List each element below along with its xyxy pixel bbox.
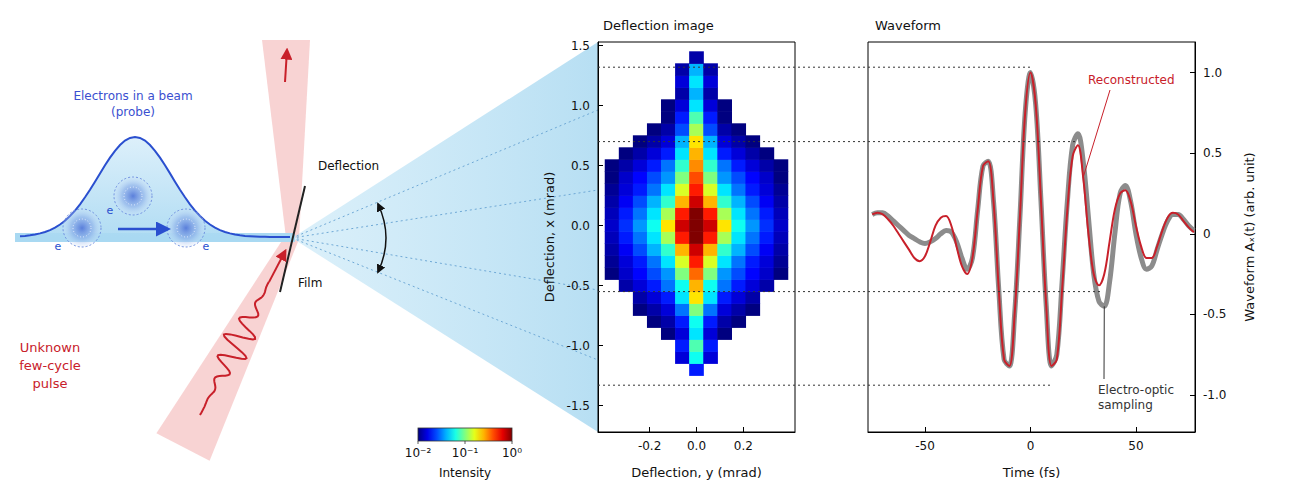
svg-text:Time (fs): Time (fs) [1002,465,1060,480]
svg-text:e: e [203,240,210,253]
svg-text:1.0: 1.0 [1203,66,1222,80]
svg-text:1.5: 1.5 [571,39,590,53]
svg-text:Deflection: Deflection [318,159,379,173]
svg-text:-0.5: -0.5 [567,279,590,293]
svg-text:Deflection, x (mrad): Deflection, x (mrad) [542,172,557,303]
svg-text:pulse: pulse [33,376,68,391]
svg-text:-1.0: -1.0 [567,339,590,353]
svg-text:Deflection image: Deflection image [603,18,714,33]
svg-text:10⁻¹: 10⁻¹ [452,446,479,460]
svg-text:0: 0 [1203,227,1211,241]
svg-text:0.2: 0.2 [734,439,753,453]
svg-text:50: 50 [1128,439,1143,453]
svg-text:Unknown: Unknown [20,340,80,355]
svg-text:Electro-optic: Electro-optic [1098,383,1174,397]
svg-text:Reconstructed: Reconstructed [1088,73,1175,87]
svg-text:Intensity: Intensity [439,466,491,480]
svg-text:-0.2: -0.2 [638,439,661,453]
svg-text:Waveform Aₓ(t) (arb. unit): Waveform Aₓ(t) (arb. unit) [1242,152,1257,321]
svg-text:few-cycle: few-cycle [19,358,81,373]
svg-text:-1.5: -1.5 [567,399,590,413]
svg-text:0.5: 0.5 [1203,146,1222,160]
svg-text:e: e [55,240,62,253]
svg-text:sampling: sampling [1098,398,1153,412]
svg-text:0.0: 0.0 [571,219,590,233]
svg-text:-50: -50 [915,439,935,453]
svg-text:10⁰: 10⁰ [502,446,522,460]
svg-text:1.0: 1.0 [571,99,590,113]
svg-text:0: 0 [1027,439,1035,453]
svg-text:10⁻²: 10⁻² [405,446,432,460]
svg-text:Electrons in a beam: Electrons in a beam [73,89,192,103]
svg-text:-1.0: -1.0 [1203,388,1226,402]
svg-text:(probe): (probe) [111,105,155,119]
svg-text:-0.5: -0.5 [1203,307,1226,321]
svg-text:Deflection, y (mrad): Deflection, y (mrad) [631,465,762,480]
svg-text:0.5: 0.5 [571,159,590,173]
svg-text:Film: Film [298,276,322,290]
svg-text:Waveform: Waveform [875,18,941,33]
svg-text:e: e [107,204,114,217]
svg-text:0.0: 0.0 [687,439,706,453]
